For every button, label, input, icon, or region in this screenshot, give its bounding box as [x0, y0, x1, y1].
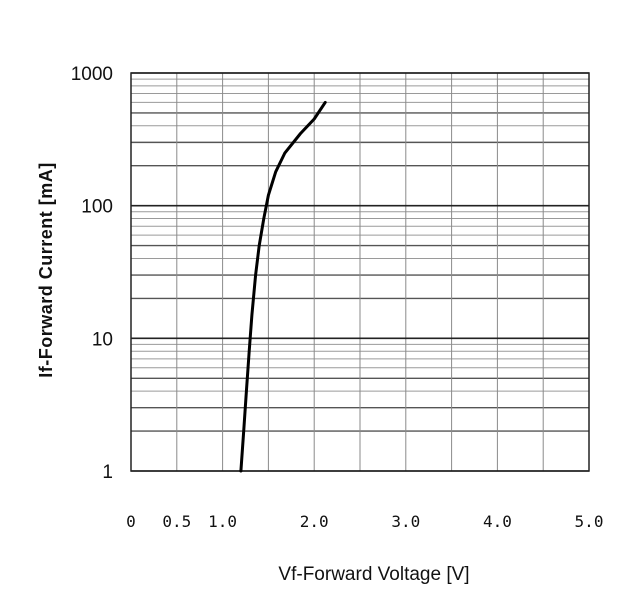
- x-axis-label: Vf-Forward Voltage [V]: [278, 564, 469, 585]
- x-tick-label: 2.0: [300, 512, 329, 531]
- plot-frame: [130, 72, 590, 472]
- y-tick-label: 10: [92, 329, 113, 350]
- x-tick-labels: 0 0.5 1.0 2.0 3.0 4.0 5.0: [126, 512, 603, 531]
- series-layer: [239, 100, 327, 473]
- y-tick-label: 1: [102, 462, 113, 483]
- x-tick-label: 4.0: [483, 512, 512, 531]
- grid: [130, 72, 590, 472]
- x-tick-label: 0: [126, 512, 136, 531]
- y-tick-label: 100: [81, 197, 113, 218]
- y-tick-label: 1000: [71, 64, 113, 85]
- x-tick-label: 5.0: [575, 512, 604, 531]
- x-tick-label: 3.0: [391, 512, 420, 531]
- y-tick-labels: 1 10 100 1000: [71, 64, 113, 483]
- x-tick-label: 1.0: [208, 512, 237, 531]
- y-axis-label: If-Forward Current [mA]: [36, 162, 56, 378]
- x-tick-label: 0.5: [162, 512, 191, 531]
- series-line: [239, 100, 327, 473]
